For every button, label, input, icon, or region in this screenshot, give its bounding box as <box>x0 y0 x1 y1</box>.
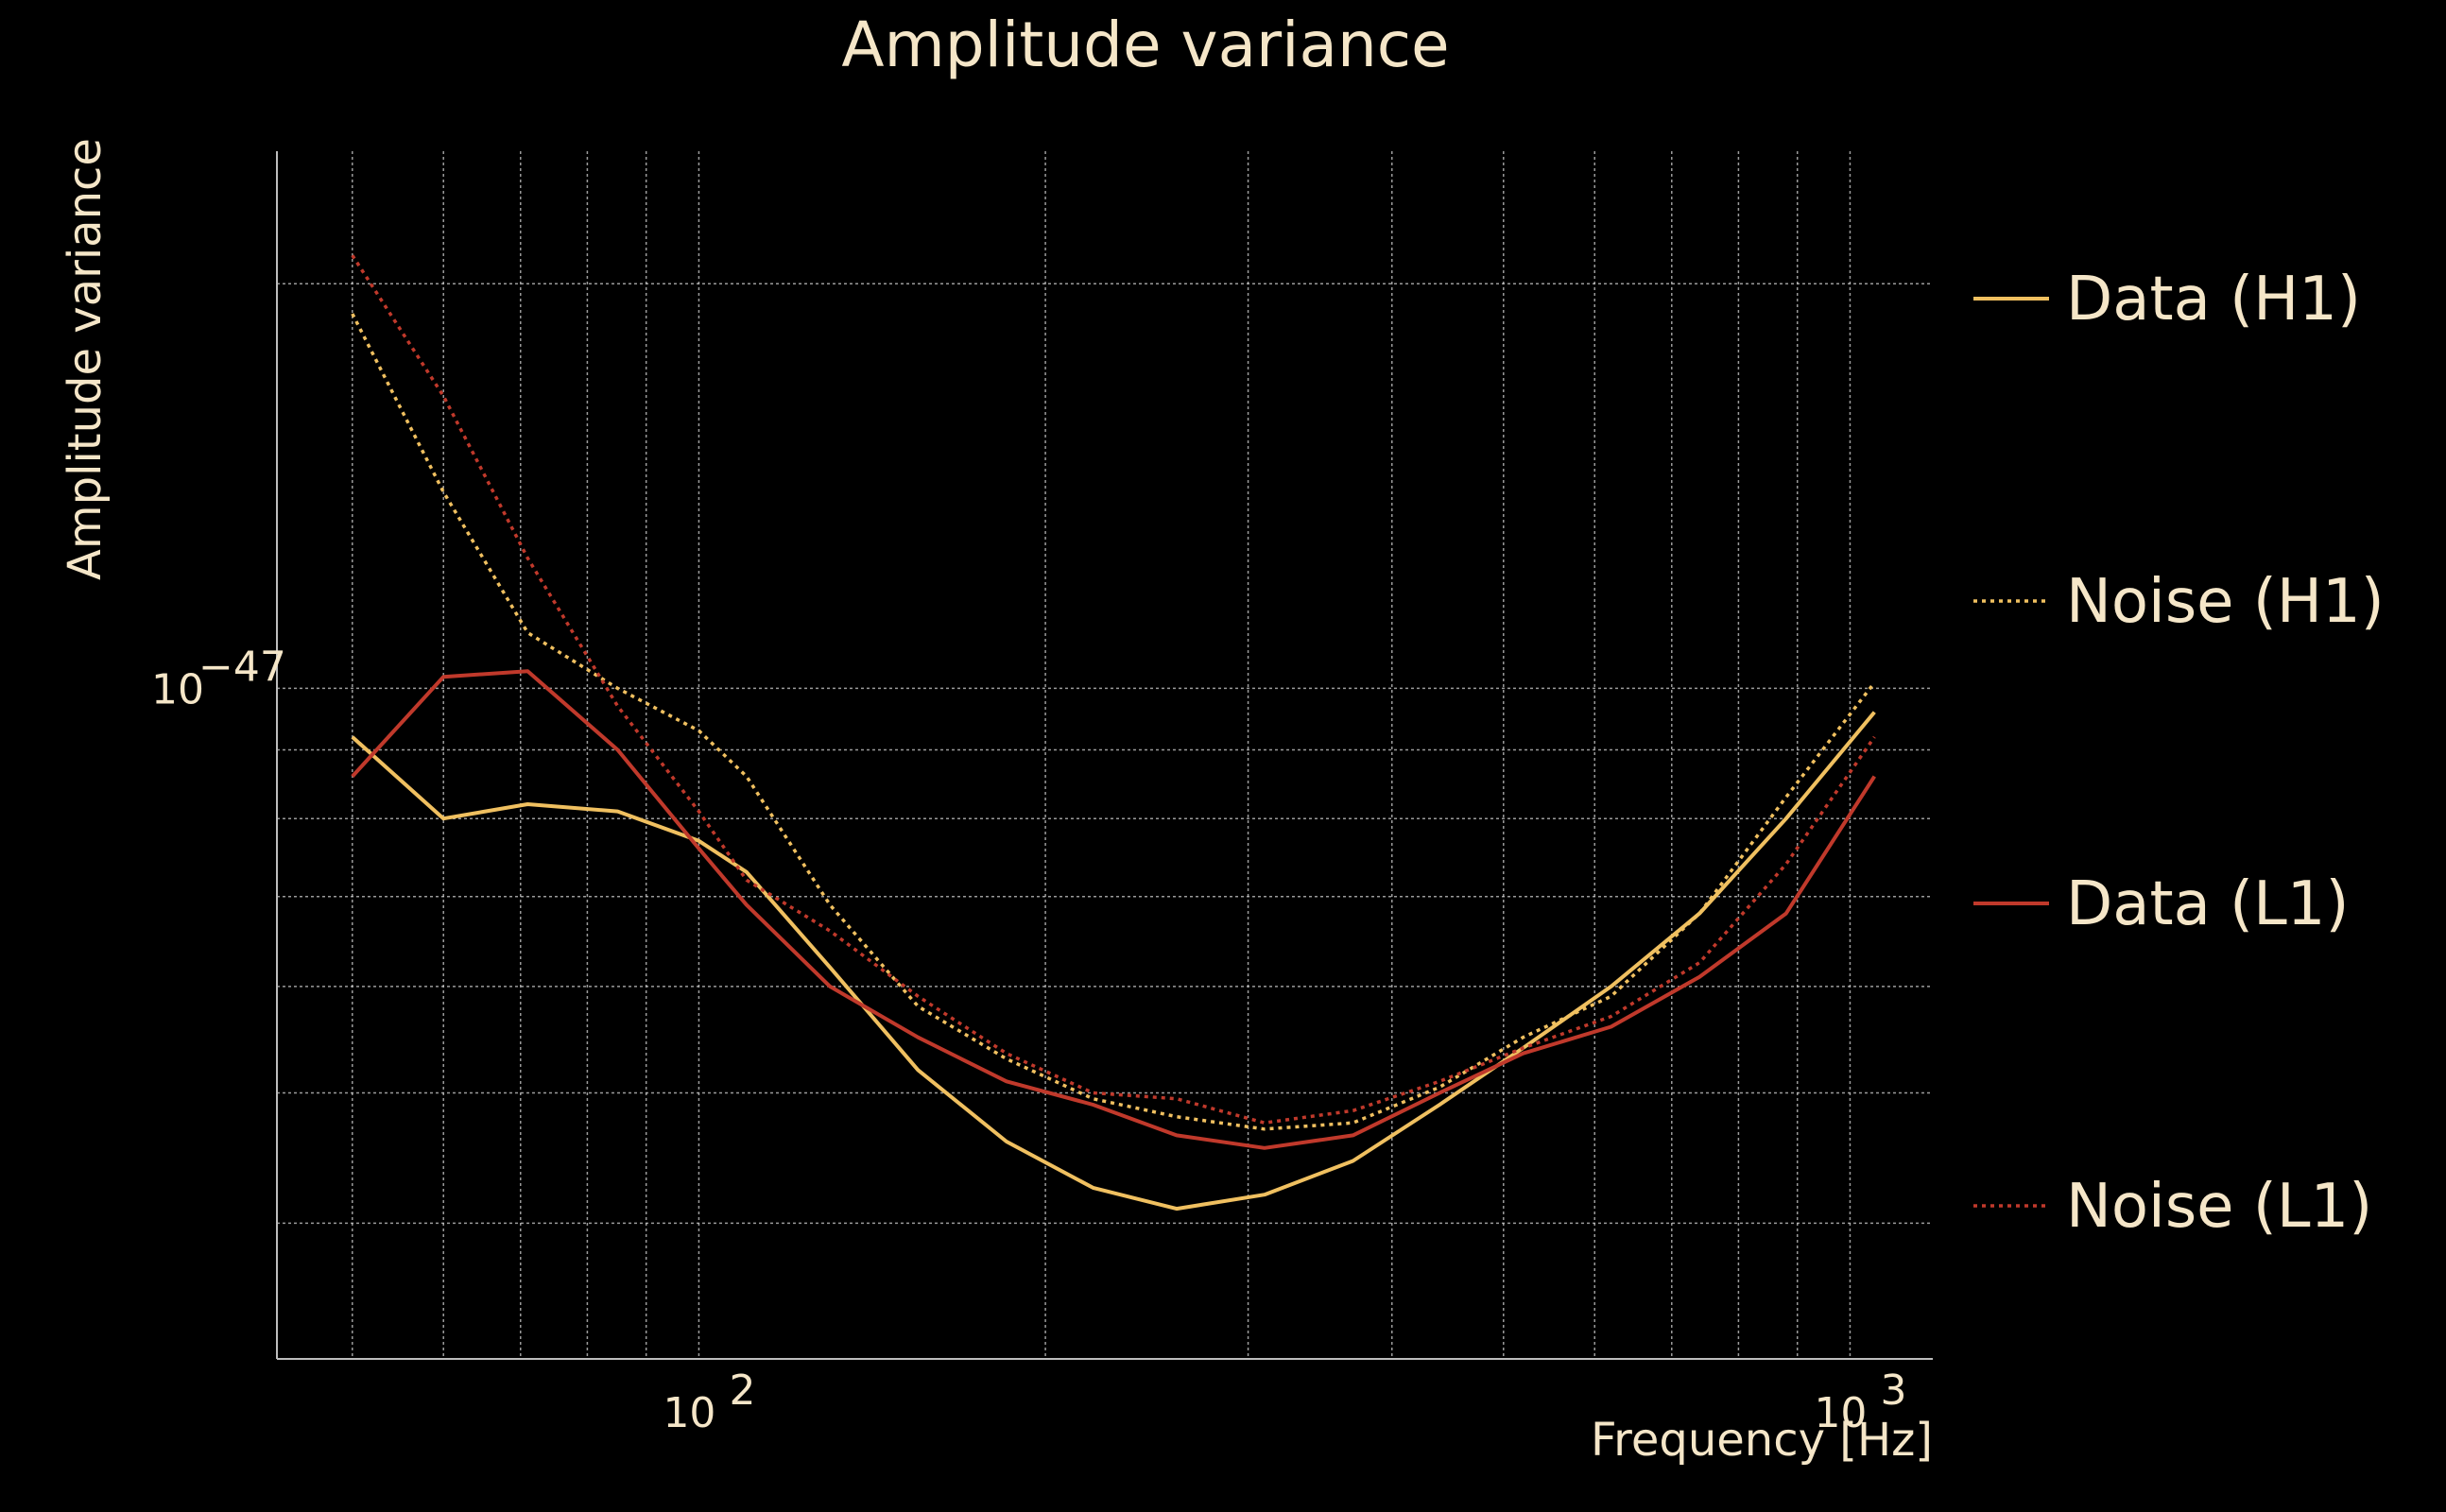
x-axis-label: Frequency [Hz] <box>1591 1414 1933 1467</box>
svg-text:3: 3 <box>1880 1366 1906 1415</box>
svg-text:10: 10 <box>1814 1389 1867 1437</box>
legend-item: Noise (H1) <box>1973 567 2385 637</box>
axes <box>276 151 1933 1360</box>
y-axis-label: Amplitude variance <box>59 138 112 580</box>
series-line-data-l1 <box>351 669 1876 1150</box>
svg-text:10: 10 <box>663 1389 715 1437</box>
legend-label: Data (L1) <box>2066 869 2349 939</box>
series-lines <box>351 254 1876 1211</box>
grid-lines <box>277 151 1933 1359</box>
svg-text:−47: −47 <box>198 643 286 691</box>
legend-label: Data (H1) <box>2066 265 2361 335</box>
series-line-noise-h1 <box>351 313 1876 1131</box>
series-line-noise-l1 <box>351 254 1876 1125</box>
x-tick-label: 10 2 <box>663 1366 755 1437</box>
legend-item: Data (H1) <box>1973 265 2361 335</box>
series-line-data-h1 <box>351 711 1876 1211</box>
legend-label: Noise (L1) <box>2066 1172 2372 1242</box>
legend-label: Noise (H1) <box>2066 567 2385 637</box>
chart-title: Amplitude variance <box>841 9 1449 81</box>
y-tick-label: 10−47 <box>151 643 286 713</box>
x-tick-label: 10 3 <box>1814 1366 1906 1437</box>
legend: Data (H1) Noise (H1) Data (L1) Noise (L1) <box>1973 265 2385 1242</box>
tick-labels: 10 2 10 310−47 <box>151 643 1906 1437</box>
svg-text:2: 2 <box>729 1366 755 1415</box>
svg-text:10: 10 <box>151 665 204 713</box>
legend-item: Data (L1) <box>1973 869 2349 939</box>
legend-item: Noise (L1) <box>1973 1172 2372 1242</box>
